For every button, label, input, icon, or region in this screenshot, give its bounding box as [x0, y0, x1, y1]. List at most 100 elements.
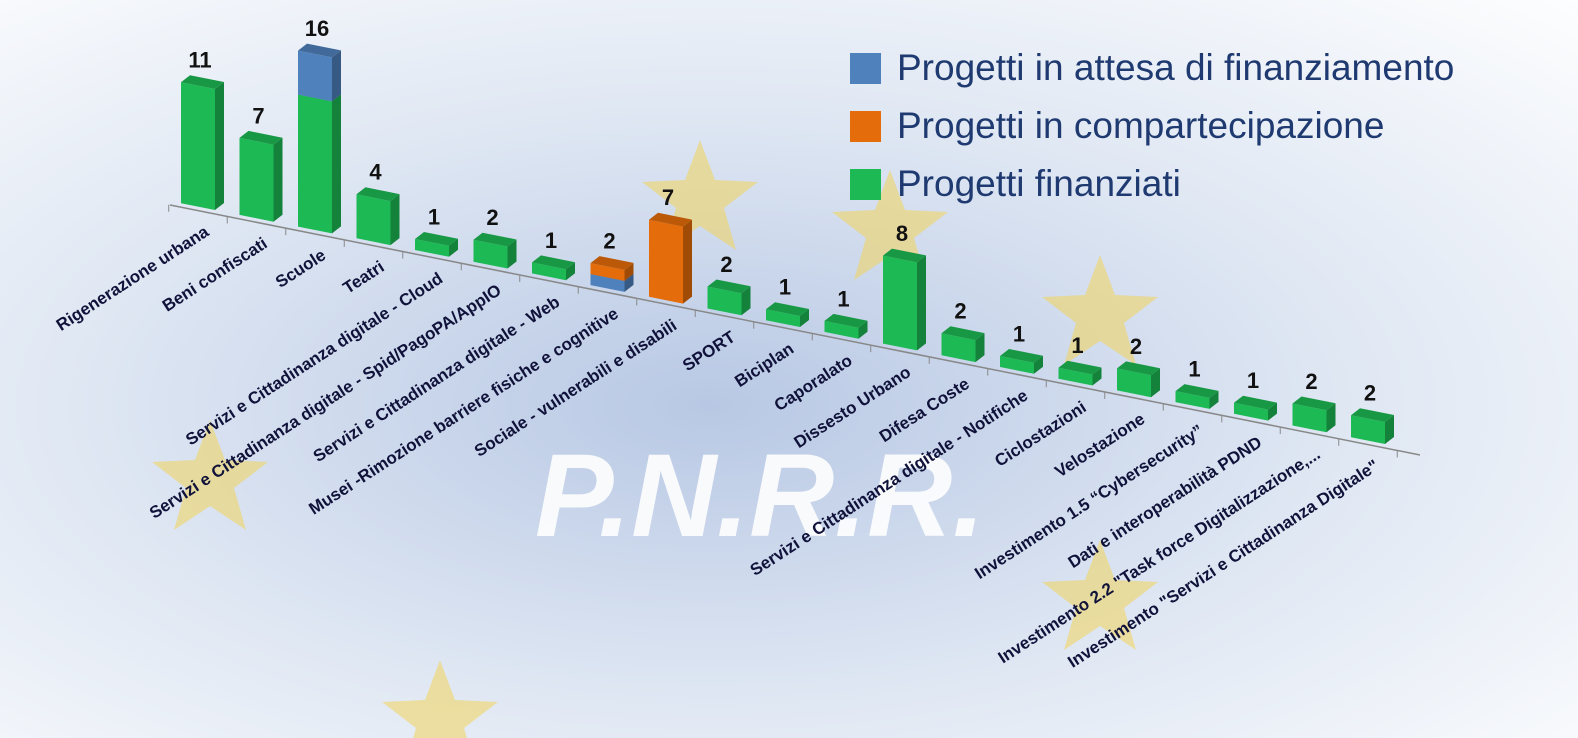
bar-top [883, 248, 926, 263]
legend: Progetti in attesa di finanziamento Proge… [850, 47, 1454, 204]
bar [181, 75, 224, 210]
bar-front [590, 274, 625, 292]
bar-front [590, 263, 625, 281]
bar-side [1034, 355, 1043, 374]
bar-side [741, 286, 751, 316]
data-label: 8 [896, 221, 908, 246]
bar [707, 279, 751, 316]
bar-side [1092, 367, 1102, 386]
bar-side [332, 94, 341, 234]
bar [1117, 361, 1160, 398]
bar-front [239, 137, 274, 222]
bar-side [1268, 402, 1277, 421]
data-label: 2 [1305, 369, 1317, 394]
legend-label: Progetti in compartecipazione [897, 105, 1384, 146]
bar-front [1058, 367, 1093, 386]
data-label: 1 [837, 286, 849, 311]
bar-front [1292, 403, 1327, 433]
bar-front [356, 194, 391, 246]
watermark: P.N.R.R. [535, 430, 985, 562]
bar-front [824, 320, 859, 339]
bar [473, 232, 517, 269]
bar-top [941, 326, 985, 341]
bar-side [800, 309, 809, 327]
data-label: 2 [720, 252, 732, 277]
bar-side [215, 82, 224, 210]
bar-front [298, 50, 332, 102]
bar-top [239, 130, 283, 145]
bar [1292, 396, 1336, 433]
bar-side [332, 50, 341, 102]
bar [1234, 395, 1277, 421]
data-label: 1 [1071, 333, 1083, 358]
data-label: 16 [305, 16, 329, 41]
bar-top [181, 75, 224, 89]
bar [824, 313, 868, 339]
bar-top [415, 232, 458, 246]
x-axis [169, 204, 1421, 456]
bar-side [1385, 415, 1394, 444]
bar-side [1151, 368, 1160, 398]
data-label: 2 [1364, 381, 1376, 406]
bar-top [532, 255, 575, 270]
bar [649, 212, 692, 304]
data-label: 11 [188, 48, 211, 73]
data-label: 1 [1188, 357, 1200, 382]
bar-side [273, 137, 283, 222]
bar [766, 302, 809, 327]
bar-side [507, 239, 517, 269]
bar-top [707, 279, 751, 294]
bar [415, 232, 458, 257]
data-label: 1 [779, 275, 791, 300]
bar-top [824, 313, 868, 328]
bar-side [624, 262, 634, 281]
bar-top [356, 187, 400, 202]
bar [590, 256, 634, 281]
bar-side [624, 273, 634, 292]
data-label: 2 [603, 229, 615, 254]
bar-top [1058, 360, 1102, 375]
bar-side [683, 219, 692, 304]
bar-front [883, 255, 917, 351]
bar [356, 187, 400, 246]
bar-front [532, 262, 566, 281]
bar-side [858, 320, 868, 339]
stars [152, 140, 1158, 738]
legend-label: Progetti finanziati [897, 163, 1181, 204]
data-label: 1 [545, 228, 557, 253]
data-label: 1 [428, 204, 440, 229]
bar [1000, 349, 1043, 374]
bar [298, 87, 341, 234]
bar [532, 255, 575, 281]
bar-side [449, 238, 458, 257]
bar-side [566, 262, 575, 281]
legend-swatch [850, 169, 881, 200]
bar-top [1351, 408, 1394, 422]
bar [1351, 408, 1394, 444]
bar-top [1117, 361, 1160, 376]
bar-front [298, 94, 332, 234]
data-label: 7 [662, 185, 674, 210]
bar-top [298, 43, 341, 58]
data-label: 1 [1013, 321, 1025, 346]
data-label: 7 [252, 103, 264, 128]
bar-top [473, 232, 517, 247]
bar-front [1175, 391, 1210, 409]
bar-front [181, 82, 215, 210]
bar-front [649, 219, 683, 304]
bar-side [975, 333, 985, 363]
bar-front [707, 286, 742, 316]
data-label: 4 [369, 160, 382, 185]
bar-front [941, 333, 976, 363]
bar-side [917, 255, 926, 351]
data-label: 2 [486, 205, 498, 230]
legend-label: Progetti in attesa di finanziamento [897, 47, 1454, 88]
data-label: 2 [954, 299, 966, 324]
legend-swatch [850, 111, 881, 142]
bar-front [1351, 415, 1385, 444]
bar-top [1234, 395, 1277, 410]
bar [1175, 384, 1219, 409]
bar-top [590, 256, 634, 270]
